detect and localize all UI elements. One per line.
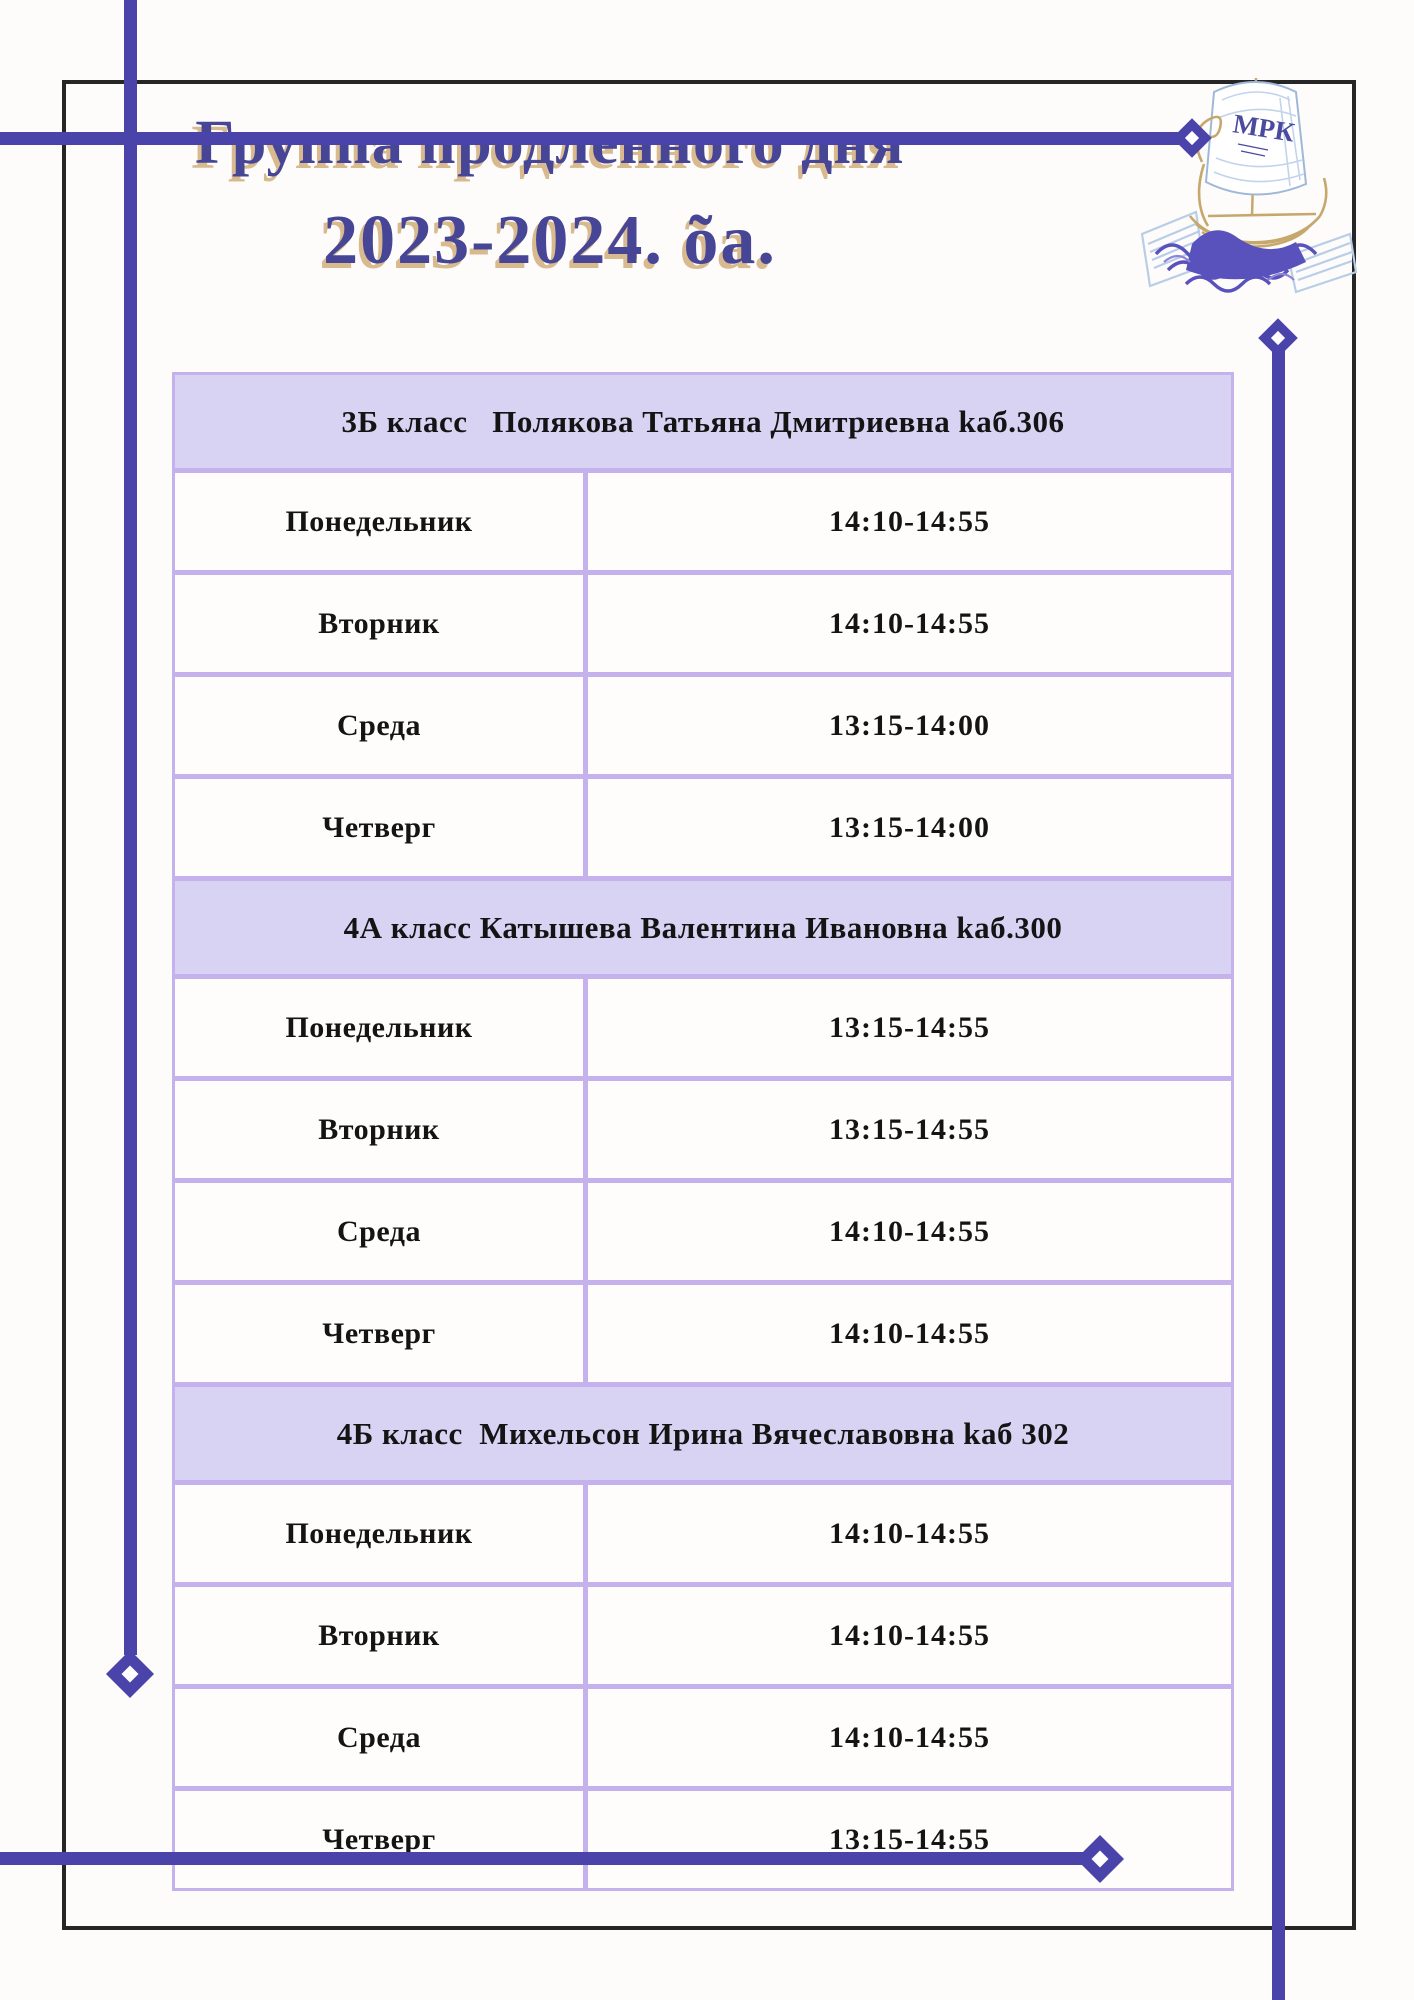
accent-line-right bbox=[1272, 338, 1285, 2000]
accent-line-bottom bbox=[0, 1852, 1090, 1865]
day-cell: Вторник bbox=[175, 1081, 583, 1178]
section-header: 4Б класс Михельсон Ирина Вячеславовна kа… bbox=[175, 1387, 1231, 1480]
schedule-row: Понедельник 14:10-14:55 bbox=[175, 1485, 1231, 1582]
time-cell: 13:15-14:00 bbox=[588, 677, 1231, 774]
schedule-row: Четверг 13:15-14:55 bbox=[175, 1791, 1231, 1888]
time-cell: 14:10-14:55 bbox=[588, 1285, 1231, 1382]
day-cell: Четверг bbox=[175, 1791, 583, 1888]
time-cell: 14:10-14:55 bbox=[588, 1689, 1231, 1786]
time-cell: 14:10-14:55 bbox=[588, 1485, 1231, 1582]
page-title: Группа продленного дня 2023-2024. õa. bbox=[40, 100, 1060, 296]
time-cell: 14:10-14:55 bbox=[588, 575, 1231, 672]
day-cell: Понедельник bbox=[175, 1485, 583, 1582]
sail-shape: МРК bbox=[1204, 81, 1308, 196]
page-title-line2: 2023-2024. õa. bbox=[323, 202, 777, 279]
schedule-row: Четверг 13:15-14:00 bbox=[175, 779, 1231, 876]
schedule-row: Среда 14:10-14:55 bbox=[175, 1183, 1231, 1280]
schedule-row: Вторник 13:15-14:55 bbox=[175, 1081, 1231, 1178]
schedule-table: 3Б класс Полякова Татьяна Дмитриевна kаб… bbox=[172, 372, 1234, 1891]
day-cell: Понедельник bbox=[175, 473, 583, 570]
schedule-row: Среда 14:10-14:55 bbox=[175, 1689, 1231, 1786]
day-cell: Вторник bbox=[175, 575, 583, 672]
ship-logo-drawing: МРК bbox=[1140, 77, 1358, 294]
time-cell: 13:15-14:55 bbox=[588, 979, 1231, 1076]
time-cell: 14:10-14:55 bbox=[588, 1587, 1231, 1684]
section-header: 4А класс Катышева Валентина Ивановна kаб… bbox=[175, 881, 1231, 974]
day-cell: Среда bbox=[175, 1183, 583, 1280]
schedule-row: Четверг 14:10-14:55 bbox=[175, 1285, 1231, 1382]
schedule-row: Вторник 14:10-14:55 bbox=[175, 1587, 1231, 1684]
accent-line-top bbox=[0, 132, 1186, 145]
day-cell: Среда bbox=[175, 677, 583, 774]
day-cell: Понедельник bbox=[175, 979, 583, 1076]
page-frame bbox=[62, 80, 1356, 1930]
section-header: 3Б класс Полякова Татьяна Дмитриевна kаб… bbox=[175, 375, 1231, 468]
time-cell: 13:15-14:55 bbox=[588, 1081, 1231, 1178]
time-cell: 13:15-14:00 bbox=[588, 779, 1231, 876]
schedule-row: Понедельник 13:15-14:55 bbox=[175, 979, 1231, 1076]
time-cell: 14:10-14:55 bbox=[588, 1183, 1231, 1280]
time-cell: 14:10-14:55 bbox=[588, 473, 1231, 570]
purple-waves-sketch bbox=[1154, 230, 1318, 293]
schedule-row: Среда 13:15-14:00 bbox=[175, 677, 1231, 774]
accent-line-left bbox=[124, 0, 137, 1655]
day-cell: Среда bbox=[175, 1689, 583, 1786]
schedule-row: Понедельник 14:10-14:55 bbox=[175, 473, 1231, 570]
schedule-row: Вторник 14:10-14:55 bbox=[175, 575, 1231, 672]
day-cell: Четверг bbox=[175, 1285, 583, 1382]
school-logo: МРК bbox=[1138, 66, 1364, 300]
day-cell: Вторник bbox=[175, 1587, 583, 1684]
time-cell: 13:15-14:55 bbox=[588, 1791, 1231, 1888]
day-cell: Четверг bbox=[175, 779, 583, 876]
